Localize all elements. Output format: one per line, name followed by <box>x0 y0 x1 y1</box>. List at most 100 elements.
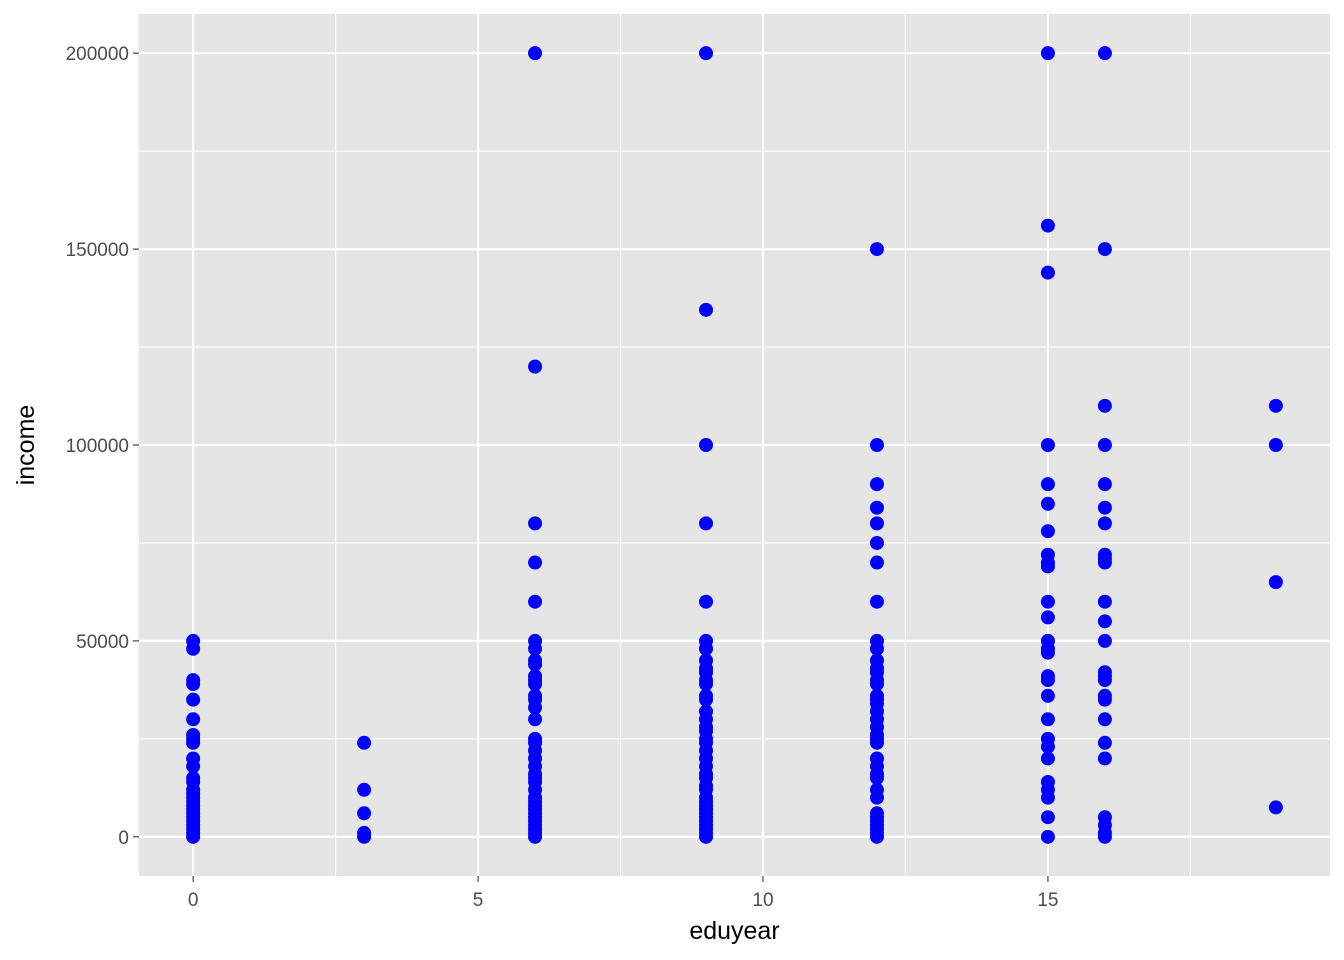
data-point <box>1040 688 1055 703</box>
data-point <box>1097 688 1112 703</box>
data-point <box>1097 614 1112 629</box>
y-tick-label: 200000 <box>66 44 129 65</box>
data-point <box>1268 438 1283 452</box>
data-point <box>1097 547 1112 562</box>
x-tick-label: 5 <box>473 890 484 911</box>
data-point <box>357 825 372 840</box>
data-point <box>1268 800 1283 815</box>
data-point <box>869 633 884 648</box>
data-point <box>869 500 884 515</box>
data-point <box>869 751 884 766</box>
data-point <box>1040 774 1055 789</box>
data-point <box>699 46 714 61</box>
data-point <box>869 653 884 668</box>
data-point <box>1097 665 1112 680</box>
y-tick-label: 150000 <box>66 240 129 261</box>
y-axis: 0 50000 100000 150000 200000 <box>66 44 139 849</box>
data-point <box>528 516 543 531</box>
data-point <box>1040 633 1055 648</box>
data-point <box>1040 496 1055 511</box>
data-points <box>186 46 1283 844</box>
data-point <box>699 704 714 719</box>
data-point <box>528 633 543 648</box>
y-tick-label: 50000 <box>76 632 129 653</box>
data-point <box>1040 810 1055 825</box>
data-point <box>1097 712 1112 727</box>
x-tick-label: 15 <box>1037 890 1058 911</box>
data-point <box>528 731 543 746</box>
data-point <box>357 735 372 750</box>
data-point <box>1097 438 1112 452</box>
data-point <box>528 46 543 61</box>
data-point <box>1040 669 1055 684</box>
data-point <box>1097 594 1112 609</box>
data-point <box>1040 712 1055 727</box>
data-point <box>699 653 714 668</box>
data-point <box>1040 547 1055 562</box>
data-point <box>1040 594 1055 609</box>
data-point <box>869 438 884 452</box>
data-point <box>869 688 884 703</box>
data-point <box>1040 265 1055 280</box>
data-point <box>1040 477 1055 492</box>
data-point <box>699 438 714 452</box>
data-point <box>869 516 884 531</box>
data-point <box>1097 477 1112 492</box>
data-point <box>1040 829 1055 844</box>
data-point <box>1268 398 1283 413</box>
data-point <box>1040 438 1055 452</box>
data-point <box>1097 633 1112 648</box>
data-point <box>1040 731 1055 746</box>
data-point <box>699 516 714 531</box>
data-point <box>528 555 543 570</box>
data-point <box>869 806 884 821</box>
data-point <box>186 751 201 766</box>
data-point <box>699 594 714 609</box>
data-point <box>869 594 884 609</box>
data-point <box>186 771 201 786</box>
data-point <box>1097 398 1112 413</box>
x-axis: 0 5 10 15 <box>188 876 1058 911</box>
data-point <box>1268 575 1283 590</box>
data-point <box>869 782 884 797</box>
data-point <box>186 727 201 742</box>
data-point <box>186 633 201 648</box>
data-point <box>1040 218 1055 233</box>
data-point <box>1040 751 1055 766</box>
data-point <box>1097 46 1112 61</box>
y-axis-title: income <box>12 405 40 486</box>
data-point <box>528 653 543 668</box>
data-point <box>186 712 201 727</box>
data-point <box>1040 610 1055 625</box>
data-point <box>1097 242 1112 257</box>
data-point <box>357 806 372 821</box>
data-point <box>1097 751 1112 766</box>
data-point <box>528 359 543 374</box>
data-point <box>1097 500 1112 515</box>
data-point <box>1097 735 1112 750</box>
data-point <box>186 692 201 707</box>
data-point <box>869 555 884 570</box>
data-point <box>528 712 543 727</box>
data-point <box>357 782 372 797</box>
data-point <box>869 242 884 257</box>
data-point <box>528 688 543 703</box>
y-tick-label: 0 <box>118 828 129 849</box>
y-tick-label: 100000 <box>66 436 129 457</box>
data-point <box>528 669 543 684</box>
data-point <box>1040 46 1055 61</box>
data-point <box>699 302 714 317</box>
x-tick-label: 10 <box>752 890 773 911</box>
data-point <box>1097 516 1112 531</box>
data-point <box>869 535 884 550</box>
data-point <box>699 633 714 648</box>
data-point <box>699 688 714 703</box>
major-gridlines <box>139 14 1330 876</box>
data-point <box>1097 810 1112 825</box>
x-axis-title: eduyear <box>689 917 779 945</box>
data-point <box>528 594 543 609</box>
data-point <box>186 673 201 688</box>
data-point <box>869 477 884 492</box>
x-tick-label: 0 <box>188 890 199 911</box>
